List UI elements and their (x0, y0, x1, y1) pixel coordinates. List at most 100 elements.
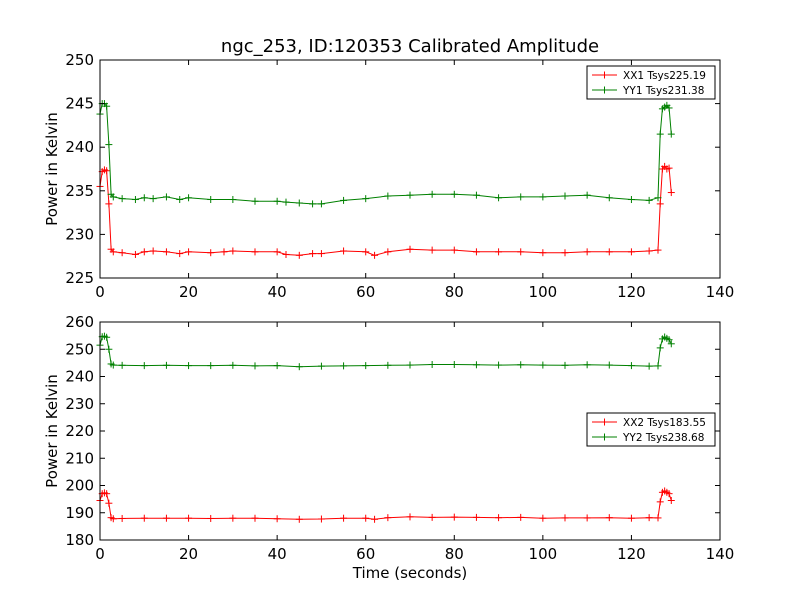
data-point (229, 514, 237, 522)
data-point (627, 196, 635, 204)
data-point (295, 251, 303, 259)
x-tick-label: 80 (445, 545, 464, 563)
data-point (273, 362, 281, 370)
data-point (656, 344, 664, 352)
data-point (561, 249, 569, 257)
data-point (371, 251, 379, 259)
legend: XX1 Tsys225.19 YY1 Tsys231.38 (586, 65, 716, 100)
data-point (162, 248, 170, 256)
data-point (371, 515, 379, 523)
data-point (665, 104, 673, 112)
data-point (251, 248, 259, 256)
data-point (627, 514, 635, 522)
data-point (185, 248, 193, 256)
y-tick-label: 230 (65, 395, 94, 413)
data-point (539, 361, 547, 369)
data-point (450, 361, 458, 369)
data-point (340, 514, 348, 522)
data-point (627, 362, 635, 370)
data-point (450, 190, 458, 198)
data-point (176, 196, 184, 204)
data-point (583, 191, 591, 199)
data-point (362, 362, 370, 370)
data-point (645, 247, 653, 255)
data-point (207, 362, 215, 370)
data-point (472, 191, 480, 199)
legend-entry-label: YY1 Tsys231.38 (622, 85, 704, 97)
data-point (428, 361, 436, 369)
legend-entry-label: XX1 Tsys225.19 (623, 70, 706, 82)
data-point (229, 247, 237, 255)
data-point (229, 196, 237, 204)
data-point (667, 340, 675, 348)
data-point (162, 193, 170, 201)
data-point (656, 498, 664, 506)
y-tick-label: 240 (65, 368, 94, 386)
data-point (665, 164, 673, 172)
data-point (406, 361, 414, 369)
data-point (627, 248, 635, 256)
x-tick-label: 120 (617, 283, 646, 301)
x-tick-label: 120 (617, 545, 646, 563)
data-point (140, 248, 148, 256)
data-point (656, 200, 664, 208)
x-tick-label: 140 (706, 545, 735, 563)
data-point (665, 490, 673, 498)
data-point (103, 167, 111, 175)
data-point (645, 514, 653, 522)
data-point (605, 248, 613, 256)
data-point (149, 247, 157, 255)
data-point (539, 514, 547, 522)
legend-entry-label: YY2 Tsys238.68 (622, 432, 704, 444)
data-point (118, 195, 126, 203)
data-point (273, 248, 281, 256)
data-point (105, 345, 113, 353)
data-point (220, 248, 228, 256)
data-point (105, 200, 113, 208)
data-point (406, 245, 414, 253)
data-point (149, 195, 157, 203)
data-point (140, 514, 148, 522)
data-point (340, 247, 348, 255)
y-tick-label: 250 (65, 340, 94, 358)
data-point (656, 130, 664, 138)
data-point (131, 196, 139, 204)
plot-frame (99, 59, 721, 279)
legend: XX2 Tsys183.55 YY2 Tsys238.68 (586, 412, 716, 447)
legend-entry-label: XX2 Tsys183.55 (623, 417, 706, 429)
data-point (605, 361, 613, 369)
data-point (251, 514, 259, 522)
data-point (667, 496, 675, 504)
x-tick-label: 60 (356, 283, 375, 301)
data-point (428, 246, 436, 254)
data-point (131, 250, 139, 258)
data-point (517, 513, 525, 521)
y-tick-label: 190 (65, 504, 94, 522)
data-point (340, 362, 348, 370)
y-tick-label: 210 (65, 449, 94, 467)
data-point (406, 191, 414, 199)
data-point (362, 514, 370, 522)
data-point (317, 250, 325, 258)
data-point (109, 361, 117, 369)
data-point (295, 199, 303, 207)
x-tick-label: 20 (179, 283, 198, 301)
data-point (105, 499, 113, 507)
data-point (583, 514, 591, 522)
y-axis-label: Power in Kelvin (43, 112, 61, 226)
data-point (207, 514, 215, 522)
y-tick-label: 225 (65, 269, 94, 287)
data-point (176, 250, 184, 258)
data-point (103, 102, 111, 110)
data-point (495, 361, 503, 369)
x-tick-label: 80 (445, 283, 464, 301)
data-point (185, 362, 193, 370)
x-tick-label: 40 (268, 545, 287, 563)
data-point (109, 248, 117, 256)
data-point (561, 361, 569, 369)
data-point (654, 194, 662, 202)
y-tick-label: 180 (65, 531, 94, 549)
y-tick-label: 230 (65, 225, 94, 243)
data-point (654, 362, 662, 370)
